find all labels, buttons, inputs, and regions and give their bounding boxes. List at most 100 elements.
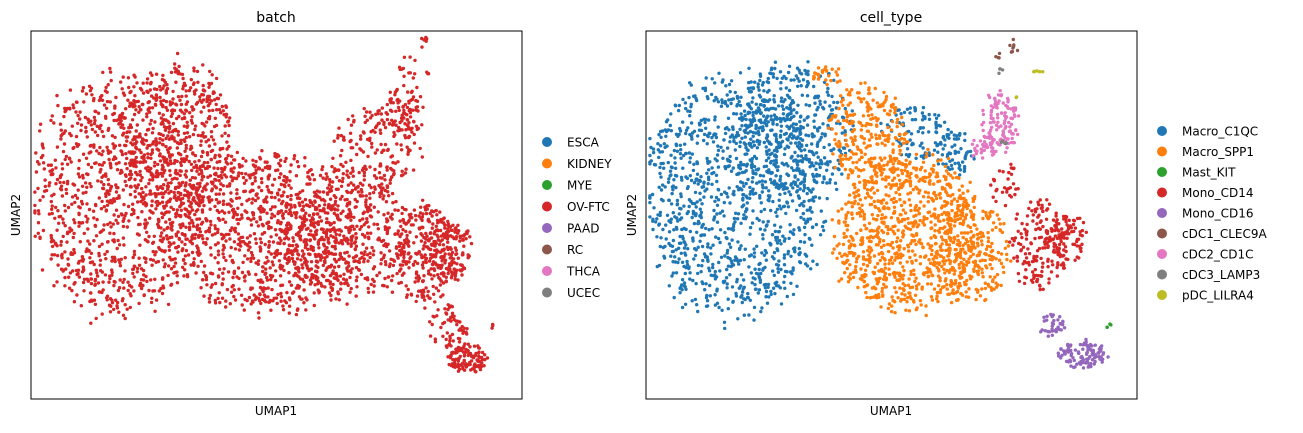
data-point xyxy=(199,154,204,159)
data-point xyxy=(338,233,342,237)
data-point xyxy=(36,221,41,225)
data-point xyxy=(254,168,258,172)
data-point xyxy=(810,142,814,146)
data-point xyxy=(359,272,364,277)
data-point xyxy=(89,298,94,302)
data-point xyxy=(795,284,799,288)
data-point xyxy=(411,108,415,112)
data-point xyxy=(423,306,427,310)
data-point xyxy=(434,208,438,213)
data-point xyxy=(751,110,756,115)
data-point xyxy=(706,245,710,249)
data-point xyxy=(371,253,375,257)
data-point xyxy=(136,99,140,104)
data-point xyxy=(739,273,744,277)
data-point xyxy=(694,205,698,209)
data-point xyxy=(282,190,286,194)
data-point xyxy=(673,161,677,165)
data-point xyxy=(276,168,280,172)
data-point xyxy=(769,171,773,176)
data-point xyxy=(772,94,776,98)
data-point xyxy=(472,344,477,348)
data-point xyxy=(407,251,411,255)
data-point xyxy=(750,180,754,184)
data-point xyxy=(419,216,423,221)
data-point xyxy=(658,244,662,249)
data-point xyxy=(398,234,402,239)
data-point xyxy=(385,285,389,289)
data-point xyxy=(174,168,178,173)
data-point xyxy=(376,210,380,214)
data-point xyxy=(351,174,355,178)
data-point xyxy=(756,139,760,143)
data-point xyxy=(787,88,792,93)
data-point xyxy=(766,198,770,202)
data-point xyxy=(399,148,404,152)
data-point xyxy=(341,172,345,176)
data-point xyxy=(444,275,448,279)
data-point xyxy=(699,175,703,179)
data-point xyxy=(132,112,137,117)
data-point xyxy=(300,227,304,231)
data-point xyxy=(368,196,372,200)
data-point xyxy=(349,218,353,222)
data-point xyxy=(217,192,221,196)
data-point xyxy=(657,223,661,227)
data-point xyxy=(659,161,663,166)
data-point xyxy=(112,279,116,284)
data-point xyxy=(58,187,63,191)
data-point xyxy=(354,244,359,248)
data-point xyxy=(205,97,209,101)
data-point xyxy=(316,222,321,227)
data-point xyxy=(196,203,201,207)
data-point xyxy=(758,193,762,198)
data-point xyxy=(683,271,687,276)
data-point xyxy=(195,169,199,173)
data-point xyxy=(769,114,773,118)
data-point xyxy=(106,83,110,87)
data-point xyxy=(120,152,125,157)
data-point xyxy=(194,88,198,92)
data-point xyxy=(726,307,730,311)
data-point xyxy=(775,207,780,211)
data-point xyxy=(262,230,267,235)
data-point xyxy=(313,205,318,210)
data-point xyxy=(165,234,169,238)
data-point xyxy=(105,203,110,207)
data-point xyxy=(268,300,272,304)
data-point xyxy=(278,236,282,240)
data-point xyxy=(362,252,366,257)
data-point xyxy=(104,172,108,176)
data-point xyxy=(269,275,274,279)
data-point xyxy=(244,159,248,163)
data-point xyxy=(148,178,152,182)
data-point xyxy=(309,247,313,251)
data-point xyxy=(308,238,313,242)
data-point xyxy=(666,180,671,184)
data-point xyxy=(290,252,295,257)
data-point xyxy=(101,134,106,139)
data-point xyxy=(80,255,85,259)
data-point xyxy=(799,137,803,141)
data-point xyxy=(397,269,402,273)
data-point xyxy=(190,208,195,212)
data-point xyxy=(424,286,428,290)
data-point xyxy=(345,266,349,270)
data-point xyxy=(294,215,298,220)
data-point xyxy=(175,281,180,285)
data-point xyxy=(216,296,220,301)
data-point xyxy=(151,258,155,262)
data-point xyxy=(114,298,118,302)
data-point xyxy=(59,137,63,141)
data-point xyxy=(259,301,263,306)
data-point xyxy=(219,182,223,186)
data-point xyxy=(679,194,683,199)
data-point xyxy=(272,296,276,300)
data-point xyxy=(264,271,268,275)
data-point xyxy=(402,74,406,79)
data-point xyxy=(414,124,419,128)
data-point xyxy=(149,278,153,282)
data-point xyxy=(772,273,776,278)
data-point xyxy=(146,165,150,169)
data-point xyxy=(186,124,190,128)
